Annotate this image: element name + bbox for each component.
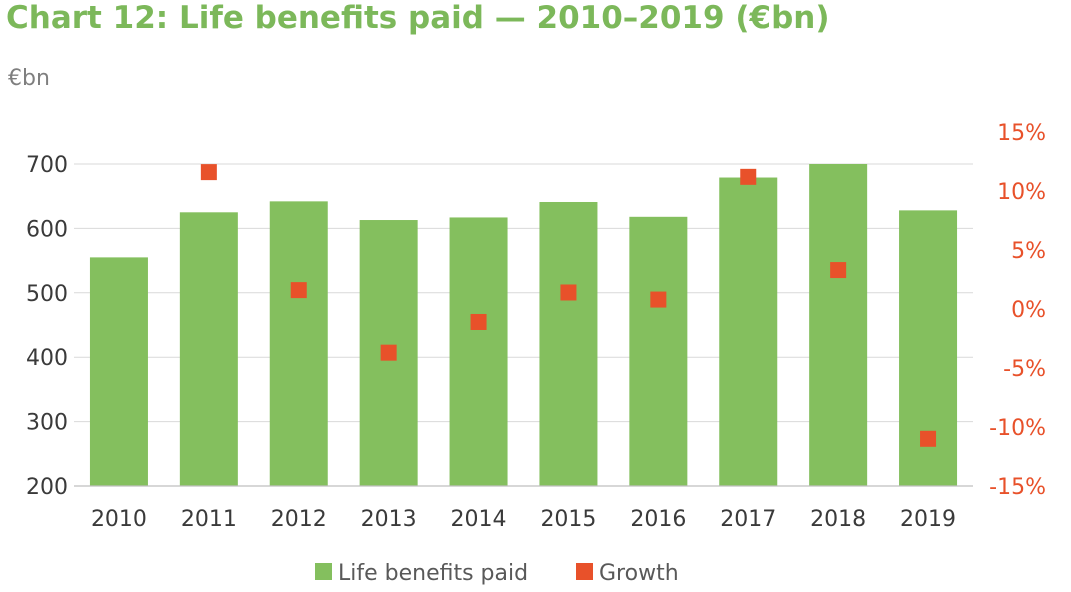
y2-tick-label: -15% xyxy=(989,475,1046,500)
y2-tick-label: 0% xyxy=(1011,298,1046,323)
legend-label-growth: Growth xyxy=(599,561,679,586)
y2-tick-label: 15% xyxy=(997,121,1046,146)
y-tick-label: 200 xyxy=(26,475,68,500)
growth-point xyxy=(200,164,217,181)
y-axis-unit-label: €bn xyxy=(8,66,50,91)
bar xyxy=(719,177,778,487)
growth-point xyxy=(650,291,667,308)
y-tick-label: 700 xyxy=(26,153,68,178)
y-tick-label: 400 xyxy=(26,346,68,371)
growth-point xyxy=(470,313,487,330)
y-tick-label: 600 xyxy=(26,217,68,242)
growth-point xyxy=(560,284,577,301)
bar xyxy=(449,217,508,486)
x-tick-label: 2014 xyxy=(451,507,507,532)
x-tick-label: 2015 xyxy=(540,507,596,532)
bar xyxy=(179,212,238,487)
y2-tick-label: -5% xyxy=(1003,357,1046,382)
legend-label-life-benefits: Life benefits paid xyxy=(338,561,528,586)
y2-tick-label: -10% xyxy=(989,416,1046,441)
x-tick-label: 2016 xyxy=(630,507,686,532)
x-tick-label: 2019 xyxy=(900,507,956,532)
x-tick-label: 2013 xyxy=(361,507,417,532)
legend-swatch-life-benefits xyxy=(315,563,332,580)
x-tick-label: 2018 xyxy=(810,507,866,532)
y-tick-label: 500 xyxy=(26,282,68,307)
bar xyxy=(269,201,328,487)
x-tick-label: 2011 xyxy=(181,507,237,532)
growth-point xyxy=(380,344,397,361)
growth-point xyxy=(830,262,847,279)
growth-point xyxy=(740,168,757,185)
x-tick-label: 2012 xyxy=(271,507,327,532)
y2-tick-label: 10% xyxy=(997,180,1046,205)
growth-point xyxy=(920,430,937,447)
chart-title: Chart 12: Life benefits paid — 2010–2019… xyxy=(6,0,830,36)
x-tick-label: 2017 xyxy=(720,507,776,532)
bar xyxy=(809,164,868,486)
y-tick-label: 300 xyxy=(26,411,68,436)
legend-swatch-growth xyxy=(576,563,593,580)
growth-point xyxy=(290,282,307,299)
bar xyxy=(539,201,598,486)
y2-tick-label: 5% xyxy=(1011,239,1046,264)
bar xyxy=(89,257,148,486)
bar xyxy=(629,216,688,487)
x-tick-label: 2010 xyxy=(91,507,147,532)
